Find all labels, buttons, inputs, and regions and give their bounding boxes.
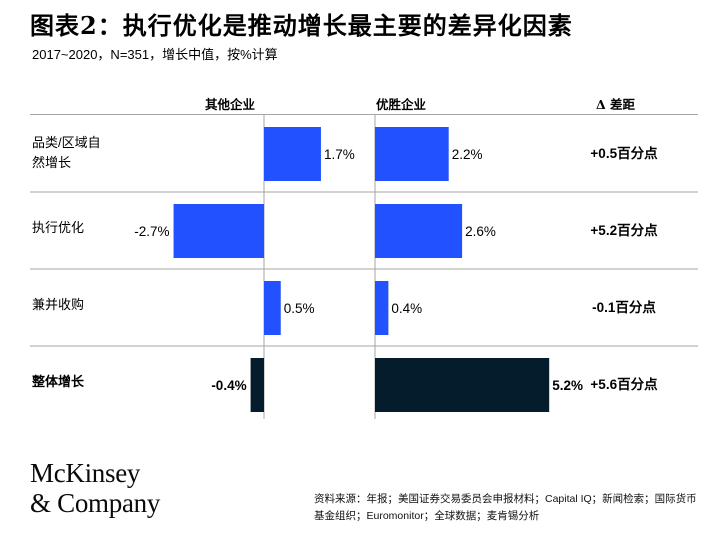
category-label: 品类/区域自然增长 (32, 135, 101, 170)
bar-winners (375, 204, 463, 258)
logo-line-2: & Company (30, 488, 161, 518)
value-label-others: -0.4% (211, 378, 246, 393)
column-header-winners: 优胜企业 (376, 97, 427, 112)
bar-others (264, 127, 321, 181)
category-label: 兼并收购 (32, 297, 84, 312)
bar-winners (375, 358, 550, 412)
bar-others (173, 204, 264, 258)
bar-others (250, 358, 264, 412)
category-label: 执行优化 (32, 220, 84, 235)
bar-others (264, 281, 281, 335)
delta-label: -0.1百分点 (592, 299, 656, 315)
value-label-winners: 2.6% (465, 224, 496, 239)
bar-winners (375, 127, 449, 181)
value-label-winners: 5.2% (552, 378, 583, 393)
chart-title: 图表2：执行优化是推动增长最主要的差异化因素 (30, 11, 573, 40)
delta-label: +5.6百分点 (590, 376, 658, 392)
value-label-others: 0.5% (284, 301, 315, 316)
delta-label: +5.2百分点 (590, 222, 658, 238)
value-label-others: 1.7% (324, 147, 355, 162)
source-note: 资料来源：年报；美国证券交易委员会申报材料；Capital IQ；新闻检索；国际… (314, 493, 697, 522)
value-label-others: -2.7% (134, 224, 169, 239)
mckinsey-logo: McKinsey & Company (30, 458, 160, 518)
chart-subtitle: 2017~2020，N=351，增长中值，按%计算 (32, 47, 278, 62)
value-label-winners: 2.2% (452, 147, 483, 162)
column-header-delta: Δ 差距 (596, 97, 636, 112)
delta-label: +0.5百分点 (590, 145, 658, 161)
column-header-others: 其他企业 (205, 97, 256, 112)
category-label: 整体增长 (31, 374, 85, 389)
value-label-winners: 0.4% (391, 301, 422, 316)
bar-winners (375, 281, 389, 335)
logo-line-1: McKinsey (30, 458, 141, 488)
